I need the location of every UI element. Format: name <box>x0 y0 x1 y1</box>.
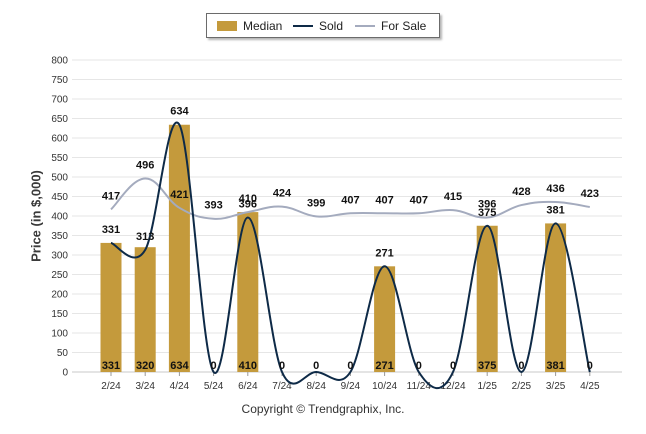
bar-median <box>168 124 190 373</box>
data-label-for-sale: 496 <box>136 160 154 172</box>
data-label-for-sale: 415 <box>444 191 462 203</box>
legend-swatch-median <box>217 21 237 31</box>
data-label-median: 0 <box>279 360 285 372</box>
data-label-sold: 396 <box>239 199 257 211</box>
data-label-sold: 634 <box>170 106 189 118</box>
for-sale-line <box>110 177 590 220</box>
x-tick-label: 10/24 <box>372 381 397 392</box>
data-label-median: 0 <box>518 360 524 372</box>
data-label-median: 410 <box>239 360 257 372</box>
x-tick-label: 1/25 <box>477 381 497 392</box>
x-tick-label: 5/24 <box>204 381 224 392</box>
data-label-for-sale: 407 <box>341 194 359 206</box>
y-tick-label: 50 <box>57 348 69 359</box>
data-label-median: 0 <box>587 360 593 372</box>
legend: Median Sold For Sale <box>206 13 440 38</box>
bar-median <box>374 266 396 372</box>
data-label-median: 320 <box>136 360 154 372</box>
y-tick-label: 200 <box>51 290 68 301</box>
x-tick-label: 4/25 <box>580 381 600 392</box>
data-label-median: 0 <box>347 360 353 372</box>
x-tick-label: 6/24 <box>238 381 258 392</box>
data-label-for-sale: 396 <box>478 199 496 211</box>
legend-item-for-sale[interactable]: For Sale <box>355 19 426 33</box>
y-tick-label: 150 <box>51 309 68 320</box>
y-tick-label: 400 <box>51 212 68 223</box>
x-tick-label: 2/24 <box>101 381 121 392</box>
y-tick-label: 100 <box>51 329 68 340</box>
y-tick-label: 800 <box>51 56 68 67</box>
x-tick-label: 7/24 <box>272 381 292 392</box>
bar-median <box>476 225 498 372</box>
x-tick-label: 8/24 <box>306 381 326 392</box>
data-label-sold: 313 <box>136 231 154 243</box>
x-tick-label: 12/24 <box>440 381 465 392</box>
x-tick-label: 3/25 <box>546 381 566 392</box>
y-tick-label: 650 <box>51 114 68 125</box>
data-label-median: 0 <box>211 360 217 372</box>
data-label-median: 375 <box>478 360 496 372</box>
data-label-sold: 381 <box>546 204 564 216</box>
bar-median <box>134 247 156 372</box>
y-tick-label: 750 <box>51 75 68 86</box>
y-tick-label: 550 <box>51 153 68 164</box>
data-label-median: 634 <box>170 360 189 372</box>
legend-swatch-sold <box>293 25 313 27</box>
data-label-for-sale: 410 <box>239 193 257 205</box>
y-tick-label: 500 <box>51 173 68 184</box>
data-label-for-sale: 407 <box>410 194 428 206</box>
legend-label-sold: Sold <box>319 19 344 33</box>
data-label-for-sale: 417 <box>102 190 120 202</box>
y-tick-label: 350 <box>51 231 68 242</box>
x-tick-label: 4/24 <box>170 381 190 392</box>
data-label-sold: 331 <box>102 224 120 236</box>
data-label-for-sale: 424 <box>273 188 292 200</box>
bar-median <box>545 223 567 372</box>
data-label-for-sale: 407 <box>375 194 393 206</box>
data-label-sold: 271 <box>375 247 393 259</box>
sold-line <box>110 121 591 390</box>
data-label-median: 271 <box>375 360 393 372</box>
y-tick-label: 450 <box>51 192 68 203</box>
x-tick-label: 9/24 <box>341 381 361 392</box>
copyright-text: Copyright © Trendgraphix, Inc. <box>241 402 405 416</box>
y-tick-label: 600 <box>51 134 68 145</box>
legend-item-median[interactable]: Median <box>217 19 282 33</box>
legend-label-median: Median <box>243 19 283 33</box>
legend-item-sold[interactable]: Sold <box>293 19 343 33</box>
y-tick-label: 250 <box>51 270 68 281</box>
data-label-for-sale: 428 <box>512 186 530 198</box>
x-tick-label: 3/24 <box>135 381 155 392</box>
y-axis-label: Price (in $,000) <box>28 170 44 262</box>
data-label-for-sale: 423 <box>581 188 599 200</box>
y-tick-label: 300 <box>51 251 68 262</box>
data-label-median: 331 <box>102 360 120 372</box>
data-label-median: 0 <box>416 360 422 372</box>
legend-label-for-sale: For Sale <box>381 19 427 33</box>
data-label-sold: 375 <box>478 207 496 219</box>
x-tick-label: 2/25 <box>512 381 532 392</box>
x-tick-label: 11/24 <box>407 381 432 392</box>
data-label-for-sale: 399 <box>307 197 325 209</box>
data-label-for-sale: 436 <box>546 183 564 195</box>
data-label-for-sale: 393 <box>204 200 222 212</box>
data-label-median: 0 <box>450 360 456 372</box>
bar-median <box>100 242 122 372</box>
data-label-for-sale: 421 <box>170 189 188 201</box>
legend-swatch-for-sale <box>355 25 375 27</box>
bar-median <box>237 212 259 372</box>
data-label-median: 0 <box>313 360 319 372</box>
y-tick-label: 700 <box>51 95 68 106</box>
data-label-median: 381 <box>546 360 564 372</box>
y-tick-label: 0 <box>62 368 68 379</box>
